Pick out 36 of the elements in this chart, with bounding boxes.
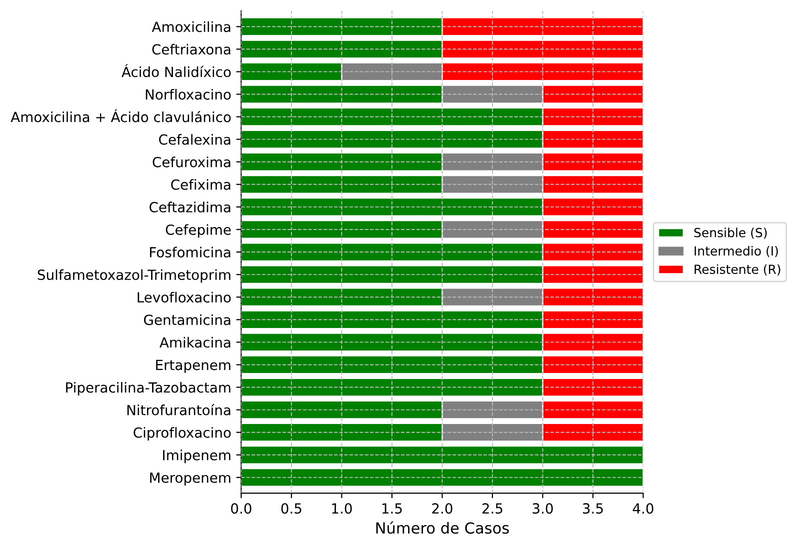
y-tick-label: Ácido Nalidíxico	[122, 64, 231, 78]
x-tick-label: 3.0	[532, 503, 553, 514]
x-tick-label: 4.0	[632, 503, 654, 514]
y-tick-label: Amikacina	[160, 336, 230, 348]
y-tick-label: Gentamicina	[144, 314, 230, 326]
x-tick-label: 2.0	[432, 503, 452, 514]
y-tick-label: Cefepime	[166, 224, 231, 238]
y-tick-label: Ceftazidima	[150, 202, 230, 212]
legend-label: Resistente (R)	[694, 264, 780, 276]
y-tick-label: Amoxicilina + Ácido clavulánico	[10, 109, 231, 122]
y-tick-label: Norfloxacino	[146, 88, 231, 100]
legend-label: Intermedio (I)	[694, 246, 778, 258]
bar	[241, 468, 644, 488]
x-tick-label: 3.5	[582, 503, 603, 514]
y-tick-label: Ciprofloxacino	[134, 427, 231, 441]
y-tick-label: Meropenem	[150, 472, 230, 486]
x-tick-label: 1.5	[382, 503, 402, 514]
y-tick-label: Sulfametoxazol-Trimetoprim	[38, 269, 230, 283]
x-tick-label: 2.5	[482, 503, 502, 514]
y-tick-label: Imipenem	[163, 450, 230, 464]
y-tick-label: Fosfomicina	[150, 246, 230, 258]
y-tick-label: Amoxicilina	[152, 21, 230, 32]
x-tick-label: 1.0	[332, 503, 352, 514]
y-tick-label: Nitrofurantoína	[127, 404, 230, 416]
x-tick-label: 0.5	[281, 503, 302, 514]
y-tick-label: Levofloxacino	[138, 292, 231, 303]
y-tick-label: Cefalexina	[159, 134, 230, 145]
y-tick-label: Cefixima	[171, 179, 230, 190]
x-axis-title: Número de Casos	[376, 521, 509, 534]
y-tick-label: Cefuroxima	[152, 156, 230, 168]
bar	[241, 445, 644, 465]
y-tick-label: Ertapenem	[156, 360, 230, 373]
x-tick-label: 0.0	[231, 503, 252, 514]
y-tick-label: Piperacilina-Tazobactam	[66, 382, 230, 396]
y-tick-label: Ceftriaxona	[152, 44, 230, 55]
legend-label: Sensible (S)	[694, 228, 767, 239]
